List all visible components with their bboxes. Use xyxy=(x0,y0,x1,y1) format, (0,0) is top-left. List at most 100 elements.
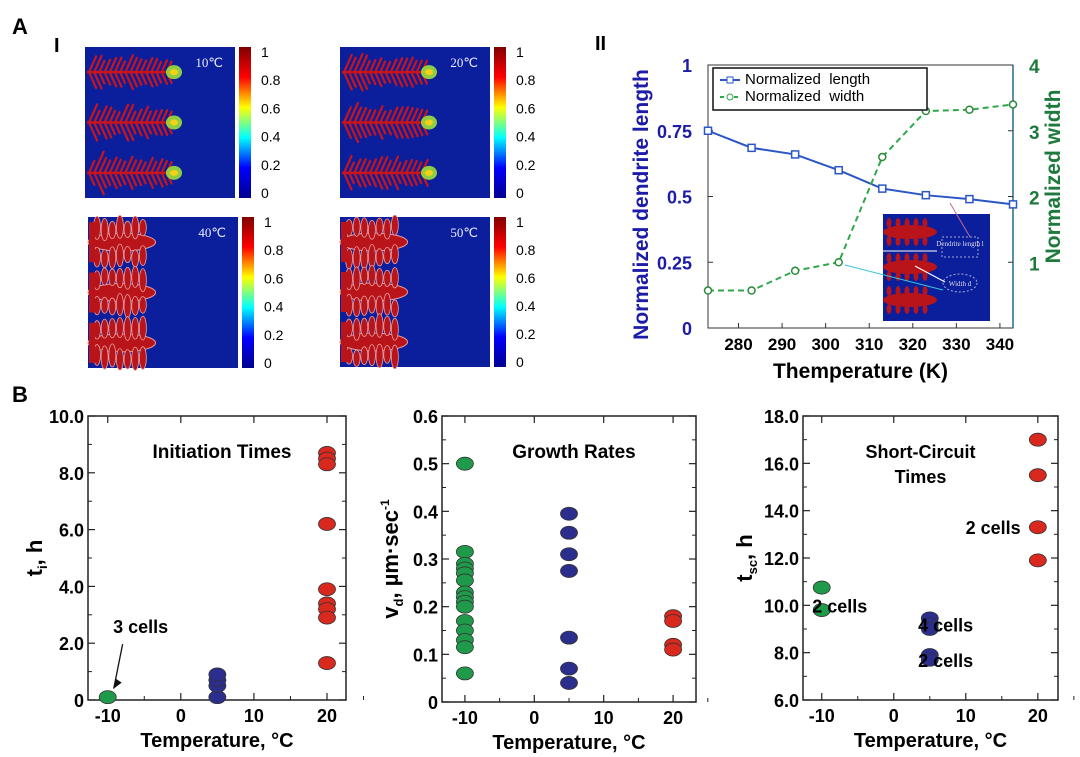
dendrite-branch xyxy=(160,160,168,174)
dendrite-base xyxy=(89,322,95,363)
dendrite-branch xyxy=(352,216,361,237)
dendrite-branch xyxy=(98,156,108,174)
dendrite-branch xyxy=(123,294,132,319)
data-point xyxy=(456,666,474,681)
dendrite-branch xyxy=(363,108,372,124)
legend-box xyxy=(712,67,928,111)
x-tick-label: 0 xyxy=(889,706,899,726)
y-tick-label: 0.75 xyxy=(657,122,692,142)
simulation-images: 10℃ 1 0.8 0.6 0.4 0.2 0 20℃ 1 0.8 0.6 0.4 0.2 0 40℃ 1 0.… xyxy=(85,44,536,371)
dendrite-branch xyxy=(368,158,378,174)
length-point xyxy=(1008,200,1018,209)
length-point xyxy=(834,165,843,175)
legend-label: Normalized width xyxy=(745,88,864,105)
dendrite-branch xyxy=(100,318,109,339)
inset-branch xyxy=(886,218,892,228)
dendrite-branch xyxy=(353,106,363,124)
dendrite-branch xyxy=(383,345,392,364)
dendrite-branch xyxy=(383,292,392,316)
dendrite-branch xyxy=(368,121,377,136)
dendrite-branch xyxy=(383,315,392,337)
dendrite-branch xyxy=(113,71,123,88)
dendrite-branch xyxy=(405,56,414,74)
dendrite-branch xyxy=(119,103,130,124)
dendrite-branch xyxy=(138,268,147,293)
inset-branch xyxy=(913,286,919,296)
dendrite-branch xyxy=(352,297,361,317)
inset-branch xyxy=(922,286,928,296)
dendrite-branch xyxy=(384,71,392,84)
dendrite-branch xyxy=(113,171,122,187)
dendrite-branch xyxy=(368,59,377,74)
dendrite-branch xyxy=(108,343,117,368)
colorbar xyxy=(242,217,254,368)
inset-branch xyxy=(904,218,910,228)
dendrite-branch xyxy=(134,71,143,86)
dendrite-branch xyxy=(375,313,384,338)
inset-width-label: Width d xyxy=(949,280,972,288)
dendrite-branch xyxy=(410,59,418,74)
dendrite-branch xyxy=(352,246,361,270)
x-tick-label: 280 xyxy=(724,335,752,354)
colorbar-tick-label: 0.4 xyxy=(516,129,536,145)
dendrite-branch xyxy=(348,101,360,124)
dendrite-branch xyxy=(358,171,367,188)
colorbar-tick-label: 0.4 xyxy=(261,129,281,145)
inset-branch xyxy=(886,304,892,314)
inset-branch xyxy=(895,286,901,296)
colorbar-tick-label: 1 xyxy=(516,44,524,60)
dendrite-branch xyxy=(155,60,163,74)
dendrite-branch xyxy=(131,265,140,288)
dendrite-branch xyxy=(368,295,376,314)
dendrite-branch xyxy=(389,171,400,191)
annotation-arrowhead xyxy=(113,678,122,689)
width-point xyxy=(834,258,843,267)
x-axis-label: Temperature, °C xyxy=(492,732,645,754)
dendrite-branch xyxy=(134,108,143,124)
dendrite-base xyxy=(341,322,347,362)
dendrite-branch xyxy=(129,159,138,174)
y-tick-label: 6.0 xyxy=(774,691,799,711)
colorbar-tick-label: 0.6 xyxy=(261,100,281,116)
dendrite-branch xyxy=(116,293,124,316)
colorbar-tick-label: 0.8 xyxy=(516,242,536,258)
y-axis-label: ti, h xyxy=(22,540,50,577)
dendrite-branch xyxy=(100,217,109,242)
dendrite-branch xyxy=(390,214,399,236)
dendrite-branch xyxy=(123,316,132,341)
dendrite-branch xyxy=(368,219,376,240)
dendrite-branch xyxy=(374,57,383,74)
width-point xyxy=(878,152,887,162)
dendrite-branch xyxy=(124,121,135,142)
data-point xyxy=(664,642,682,657)
dendrite-branch xyxy=(394,121,404,139)
length-point xyxy=(790,150,800,159)
dendrite-branch xyxy=(144,156,154,174)
length-point xyxy=(703,126,713,135)
dendrite-branch xyxy=(353,171,362,188)
y-axis-label-main: t xyxy=(22,568,47,576)
y2-axis-label: Normalized width xyxy=(1042,90,1065,264)
dendrite-branch xyxy=(100,345,109,370)
dendrite-branch xyxy=(415,121,424,137)
dendrite-branch xyxy=(360,247,369,270)
dendrite-tip-core xyxy=(170,169,178,176)
panel-label-a: A xyxy=(12,14,28,39)
annotation: 3 cells xyxy=(113,617,168,637)
inset-branch xyxy=(913,218,919,228)
dendrite-branch xyxy=(108,221,117,240)
dendrite-branch xyxy=(363,171,372,186)
y-tick-label: 2.0 xyxy=(59,634,84,654)
dendrite-branch xyxy=(384,60,392,74)
dendrite-branch xyxy=(390,244,399,265)
dendrite-branch xyxy=(342,121,352,139)
dendrite-branch xyxy=(113,158,122,174)
dendrite-branch xyxy=(363,59,371,74)
dendrite-branch xyxy=(144,110,153,124)
dendrite-branch xyxy=(368,109,377,124)
dendrite-branch xyxy=(131,249,140,268)
dendrite-branch xyxy=(374,121,384,140)
dendrite-branch xyxy=(353,121,363,139)
chart-title-line: Short-Circuit xyxy=(866,442,976,462)
